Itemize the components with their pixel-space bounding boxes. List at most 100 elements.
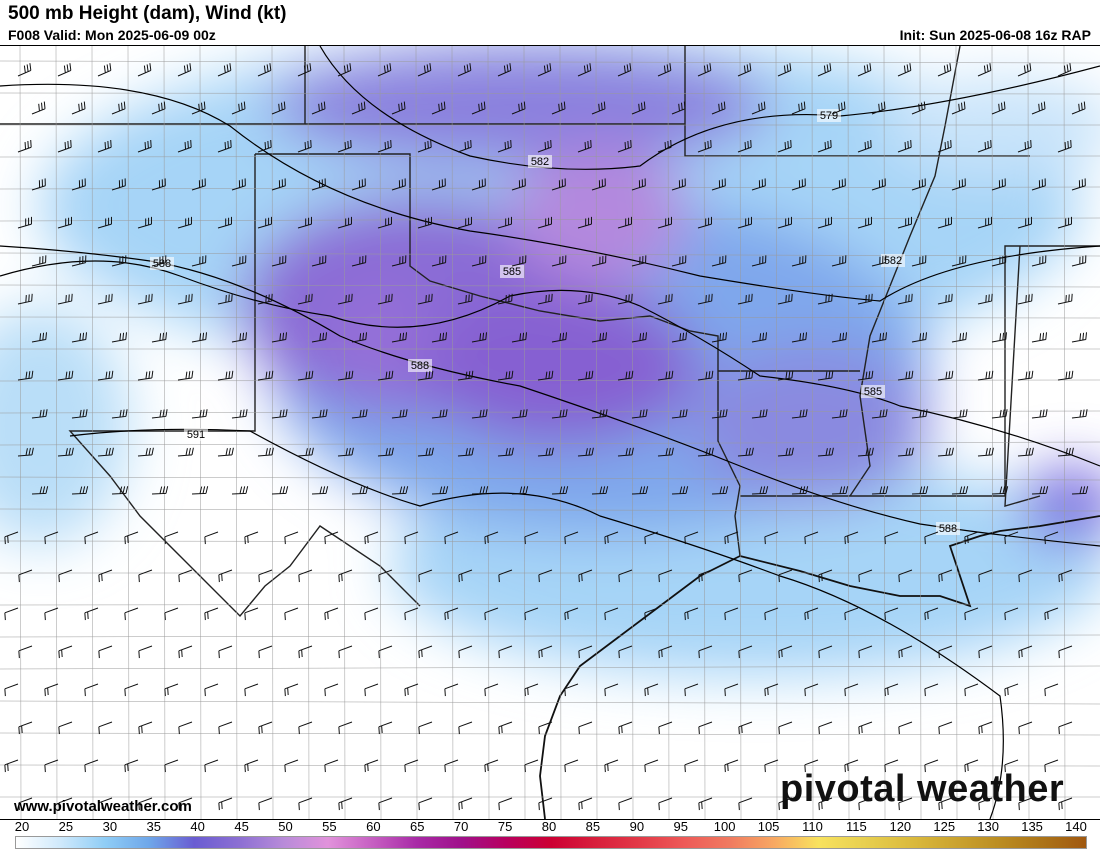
wind-barb: [444, 607, 459, 621]
colorbar-tick-label: 95: [673, 819, 688, 834]
wind-barb: [897, 216, 912, 229]
wind-barb: [137, 139, 152, 153]
wind-barb: [231, 486, 249, 495]
wind-barb: [698, 569, 713, 583]
wind-barb: [57, 139, 72, 153]
wind-barb: [177, 63, 192, 77]
wind-barb: [791, 486, 809, 495]
wind-barb: [577, 293, 593, 305]
wind-barb: [164, 531, 179, 545]
wind-barb: [217, 139, 232, 153]
wind-barb: [364, 531, 379, 545]
wind-barb: [884, 531, 899, 545]
website-label[interactable]: www.pivotalweather.com: [14, 798, 192, 815]
wind-barb: [177, 216, 192, 229]
wind-barb: [657, 63, 672, 77]
wind-barb: [577, 139, 592, 153]
wind-barb: [164, 607, 179, 621]
wind-barb: [671, 255, 687, 267]
wind-barb: [418, 797, 433, 811]
county-borders: [0, 46, 1100, 819]
wind-barb: [444, 683, 459, 697]
wind-barb: [471, 332, 488, 343]
wind-barb: [577, 63, 592, 77]
wind-barb: [1031, 409, 1048, 419]
wind-barb: [391, 101, 406, 115]
wind-barb: [137, 216, 152, 229]
wind-barb: [71, 255, 87, 267]
wind-barb: [31, 178, 46, 191]
wind-barb: [698, 721, 713, 735]
wind-barb: [191, 255, 207, 267]
wind-barb: [737, 216, 752, 229]
wind-barb: [31, 332, 48, 343]
wind-barb: [1031, 101, 1046, 115]
wind-barb: [124, 759, 139, 773]
wind-barb: [1017, 216, 1032, 229]
wind-barb: [844, 683, 859, 697]
wind-barb: [484, 607, 499, 621]
wind-barb: [564, 531, 579, 545]
wind-barb: [151, 101, 166, 115]
colorbar-tick-label: 20: [14, 819, 30, 834]
wind-barb: [364, 607, 379, 621]
wind-barb: [991, 332, 1008, 343]
wind-barb: [764, 607, 779, 621]
wind-barb: [938, 645, 953, 659]
wind-barb: [151, 486, 169, 495]
wind-barb: [351, 178, 366, 191]
colorbar-tick-label: 70: [453, 819, 469, 834]
wind-barb: [617, 370, 634, 381]
wind-barb: [497, 63, 512, 77]
wind-barb: [338, 569, 353, 583]
wind-barb: [271, 178, 286, 191]
wind-barb: [217, 293, 233, 305]
wind-barb: [337, 293, 353, 305]
wind-barb: [257, 370, 274, 381]
wind-barb: [377, 447, 394, 457]
wind-barb: [684, 683, 699, 697]
wind-barb: [791, 101, 806, 115]
wind-barb: [44, 607, 59, 621]
wind-barb: [964, 607, 979, 621]
wind-barb: [244, 683, 259, 697]
wind-barb: [311, 486, 329, 495]
wind-barb: [618, 721, 633, 735]
wind-barb: [231, 332, 248, 343]
colorbar-tick-label: 130: [977, 819, 1000, 834]
wind-barb: [1018, 721, 1033, 735]
wind-barb: [938, 569, 953, 583]
wind-barb: [297, 139, 312, 153]
wind-barb: [137, 63, 152, 77]
wind-barb: [17, 293, 33, 305]
wind-barb: [871, 178, 886, 191]
wind-barb: [191, 101, 206, 115]
wind-barb: [337, 216, 352, 229]
wind-barb: [218, 797, 233, 811]
wind-barb: [764, 759, 779, 773]
wind-barb: [871, 255, 887, 267]
wind-barb: [777, 216, 792, 229]
wind-barb: [364, 759, 379, 773]
wind-barb: [1058, 797, 1073, 811]
wind-barb: [764, 531, 779, 545]
wind-barb: [537, 293, 553, 305]
wind-barb: [4, 531, 19, 545]
wind-barb: [337, 63, 352, 77]
wind-barb: [631, 409, 648, 419]
wind-barb: [951, 178, 966, 191]
wind-barb: [751, 255, 767, 267]
wind-barb: [511, 332, 528, 343]
wind-barb: [1071, 178, 1086, 191]
weather-map[interactable]: 579 582 582 585 585 588 588 588 591: [0, 45, 1100, 820]
wind-barb: [711, 178, 726, 191]
wind-barb: [924, 607, 939, 621]
wind-barb: [457, 370, 474, 381]
wind-barb: [898, 569, 913, 583]
map-title: 500 mb Height (dam), Wind (kt): [8, 3, 287, 24]
wind-barb: [191, 332, 208, 343]
wind-barb: [391, 486, 409, 495]
wind-barb: [284, 683, 299, 697]
wind-barb: [124, 607, 139, 621]
wind-barb: [884, 759, 899, 773]
